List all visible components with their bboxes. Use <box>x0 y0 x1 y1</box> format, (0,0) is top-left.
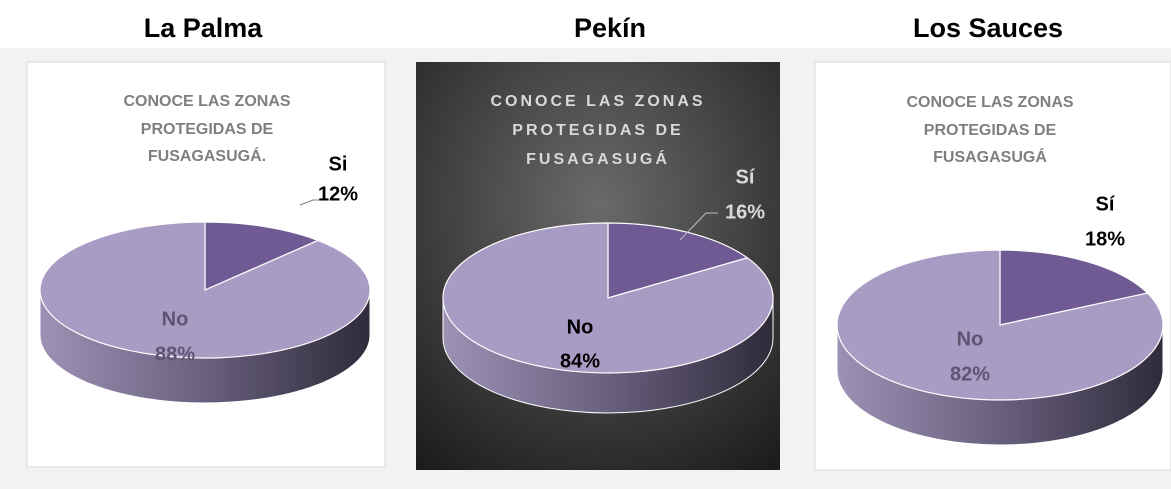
category-label: Sí <box>736 166 756 188</box>
value-label: 88% <box>155 343 195 365</box>
category-label: No <box>162 308 189 330</box>
pie-slice <box>999 249 1149 326</box>
heading: Pekín <box>574 13 646 43</box>
heading: Los Sauces <box>913 13 1063 43</box>
category-label: No <box>957 328 984 350</box>
value-label: 82% <box>950 363 990 385</box>
value-label: 18% <box>1085 228 1125 250</box>
pie-slice <box>442 222 774 374</box>
chart-title: CONOCE LAS ZONAS <box>123 93 290 110</box>
chart-title: CONOCE LAS ZONAS <box>906 94 1073 111</box>
leader-line <box>679 212 718 241</box>
chart-title: PROTEGIDAS DE <box>924 122 1057 139</box>
value-label: 16% <box>725 201 765 223</box>
leader-line <box>299 199 325 206</box>
chart-title: FUSAGASUGÁ <box>933 147 1047 166</box>
heading: La Palma <box>144 13 264 43</box>
pie-slice <box>836 249 1164 401</box>
pie-slice <box>39 221 371 359</box>
category-label: Si <box>329 153 348 175</box>
chart-title: PROTEGIDAS DE <box>512 122 683 139</box>
chart-title: FUSAGASUGÁ. <box>148 146 266 165</box>
pie-slice <box>204 221 320 291</box>
chart-title: CONOCE LAS ZONAS <box>490 93 705 110</box>
chart-title: FUSAGASUGÁ <box>526 149 670 168</box>
chart-title: PROTEGIDAS DE <box>141 121 274 138</box>
value-label: 84% <box>560 350 600 372</box>
value-label: 12% <box>318 183 358 205</box>
category-label: Sí <box>1096 193 1116 215</box>
category-label: No <box>567 316 594 338</box>
